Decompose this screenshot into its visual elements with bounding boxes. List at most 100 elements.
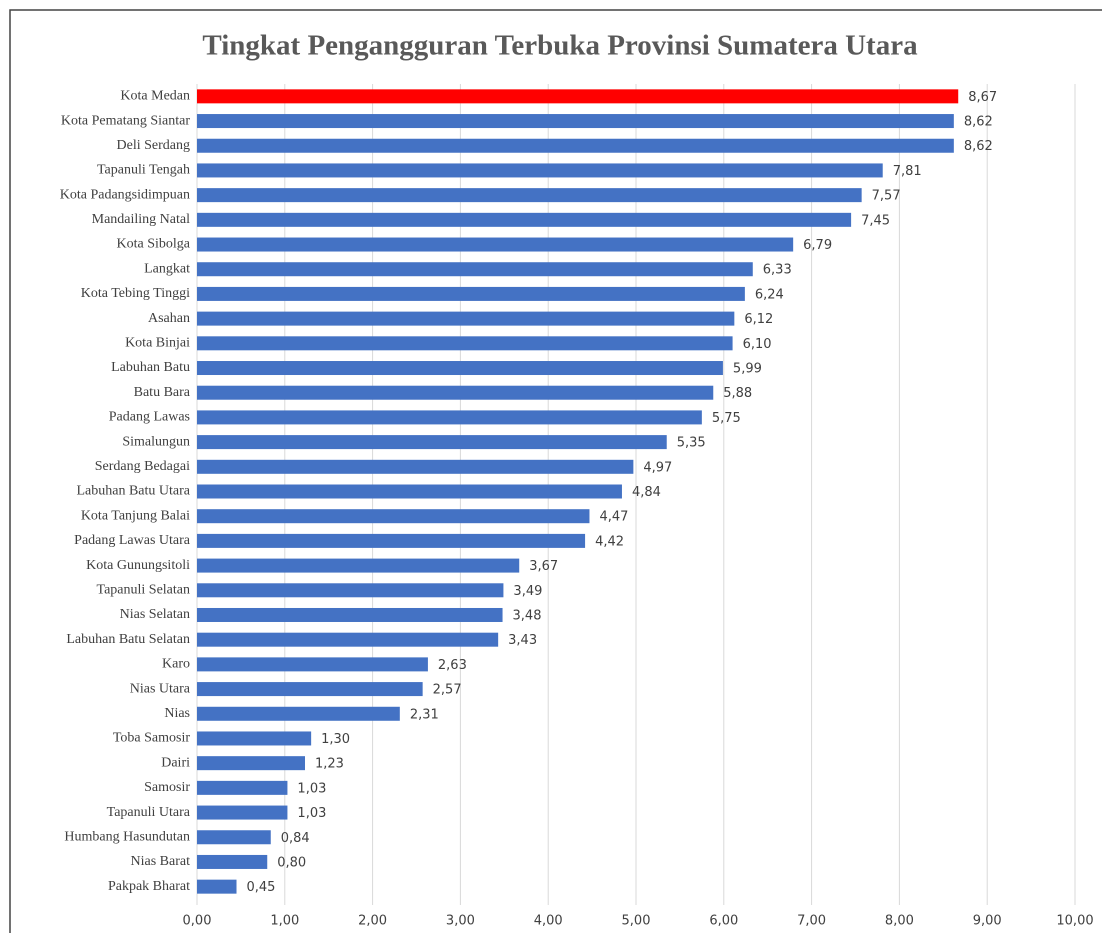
- data-label: 3,67: [529, 559, 558, 574]
- data-label: 5,88: [723, 386, 752, 401]
- bar: [197, 706, 400, 721]
- bar: [197, 237, 794, 252]
- y-tick-label: Kota Gunungsitoli: [86, 558, 190, 573]
- y-tick-label: Dairi: [161, 755, 190, 770]
- x-tick-label: 9,00: [973, 914, 1002, 929]
- data-label: 1,03: [297, 806, 326, 821]
- y-tick-label: Kota Pematang Siantar: [61, 113, 190, 128]
- y-tick-label: Asahan: [148, 311, 190, 326]
- x-tick-label: 0,00: [183, 914, 212, 929]
- bar: [197, 879, 237, 894]
- y-tick-label: Tapanuli Utara: [107, 805, 191, 820]
- data-label: 2,57: [433, 683, 462, 698]
- y-tick-label: Labuhan Batu: [111, 360, 190, 375]
- data-label: 4,97: [643, 460, 672, 475]
- y-tick-label: Tapanuli Tengah: [97, 163, 190, 178]
- y-tick-label: Batu Bara: [134, 385, 191, 400]
- x-tick-label: 8,00: [885, 914, 914, 929]
- bar: [197, 311, 735, 326]
- bar: [197, 410, 702, 425]
- bar: [197, 286, 745, 301]
- data-label: 0,45: [247, 880, 276, 895]
- bar: [197, 385, 714, 400]
- data-label: 6,24: [755, 287, 784, 302]
- data-label: 7,45: [861, 213, 890, 228]
- data-label: 2,31: [410, 707, 439, 722]
- data-label: 2,63: [438, 658, 467, 673]
- y-tick-label: Kota Tebing Tinggi: [81, 286, 190, 301]
- y-tick-label: Nias Selatan: [120, 607, 190, 622]
- y-tick-label: Humbang Hasundutan: [64, 829, 190, 844]
- x-tick-label: 2,00: [358, 914, 387, 929]
- bar: [197, 533, 586, 548]
- data-label: 3,48: [513, 608, 542, 623]
- bar: [197, 780, 288, 795]
- bar: [197, 138, 954, 153]
- chart-title: Tingkat Pengangguran Terbuka Provinsi Su…: [202, 30, 918, 62]
- bar: [197, 805, 288, 820]
- data-label: 0,84: [281, 831, 310, 846]
- x-tick-label: 1,00: [270, 914, 299, 929]
- y-tick-label: Kota Binjai: [125, 336, 190, 351]
- x-tick-label: 7,00: [797, 914, 826, 929]
- y-tick-label: Padang Lawas Utara: [74, 533, 191, 548]
- data-label: 6,33: [763, 263, 792, 278]
- data-label: 1,30: [321, 732, 350, 747]
- y-tick-label: Kota Padangsidimpuan: [60, 187, 190, 202]
- bar: [197, 632, 499, 647]
- bar: [197, 114, 954, 129]
- y-tick-label: Samosir: [144, 780, 190, 795]
- bar: [197, 163, 883, 178]
- data-label: 3,43: [508, 633, 537, 648]
- y-tick-label: Deli Serdang: [117, 138, 190, 153]
- bar: [197, 361, 723, 376]
- bar: [197, 459, 634, 474]
- data-label: 6,79: [803, 238, 832, 253]
- data-label: 1,03: [297, 781, 326, 796]
- bar: [197, 558, 520, 573]
- x-tick-label: 10,00: [1056, 914, 1093, 929]
- x-tick-label: 6,00: [709, 914, 738, 929]
- y-tick-label: Labuhan Batu Utara: [76, 484, 190, 499]
- data-label: 8,67: [968, 90, 997, 105]
- x-tick-label: 4,00: [534, 914, 563, 929]
- data-label: 4,84: [632, 485, 661, 500]
- y-tick-label: Toba Samosir: [113, 731, 191, 746]
- data-label: 3,49: [513, 584, 542, 599]
- bar: [197, 682, 423, 697]
- x-tick-label: 3,00: [446, 914, 475, 929]
- bar: [197, 336, 733, 351]
- bar: [197, 188, 862, 203]
- data-label: 6,12: [744, 312, 773, 327]
- y-tick-label: Padang Lawas: [109, 410, 190, 425]
- y-tick-label: Kota Sibolga: [117, 237, 191, 252]
- bar: [197, 830, 271, 845]
- data-label: 5,99: [733, 362, 762, 377]
- bar: [197, 262, 753, 277]
- y-tick-label: Kota Tanjung Balai: [81, 508, 190, 523]
- bar: [197, 583, 504, 598]
- y-tick-label: Langkat: [144, 261, 190, 276]
- y-tick-label: Tapanuli Selatan: [97, 583, 191, 598]
- data-label: 8,62: [964, 115, 993, 130]
- y-tick-label: Karo: [162, 657, 190, 672]
- y-tick-label: Pakpak Bharat: [108, 879, 190, 894]
- bar: [197, 607, 503, 622]
- bar: [197, 484, 622, 499]
- data-label: 0,80: [277, 855, 306, 870]
- data-label: 6,10: [743, 337, 772, 352]
- y-tick-label: Nias Barat: [131, 854, 191, 869]
- data-label: 5,75: [712, 411, 741, 426]
- y-tick-label: Nias: [164, 706, 190, 721]
- data-label: 4,47: [599, 510, 628, 525]
- bar: [197, 212, 852, 227]
- chart-border: [9, 9, 1102, 933]
- bar: [197, 435, 667, 450]
- y-tick-label: Kota Medan: [120, 89, 190, 104]
- y-tick-label: Labuhan Batu Selatan: [66, 632, 190, 647]
- data-label: 8,62: [964, 139, 993, 154]
- data-label: 7,57: [872, 189, 901, 204]
- y-tick-label: Simalungun: [122, 434, 190, 449]
- data-label: 1,23: [315, 757, 344, 772]
